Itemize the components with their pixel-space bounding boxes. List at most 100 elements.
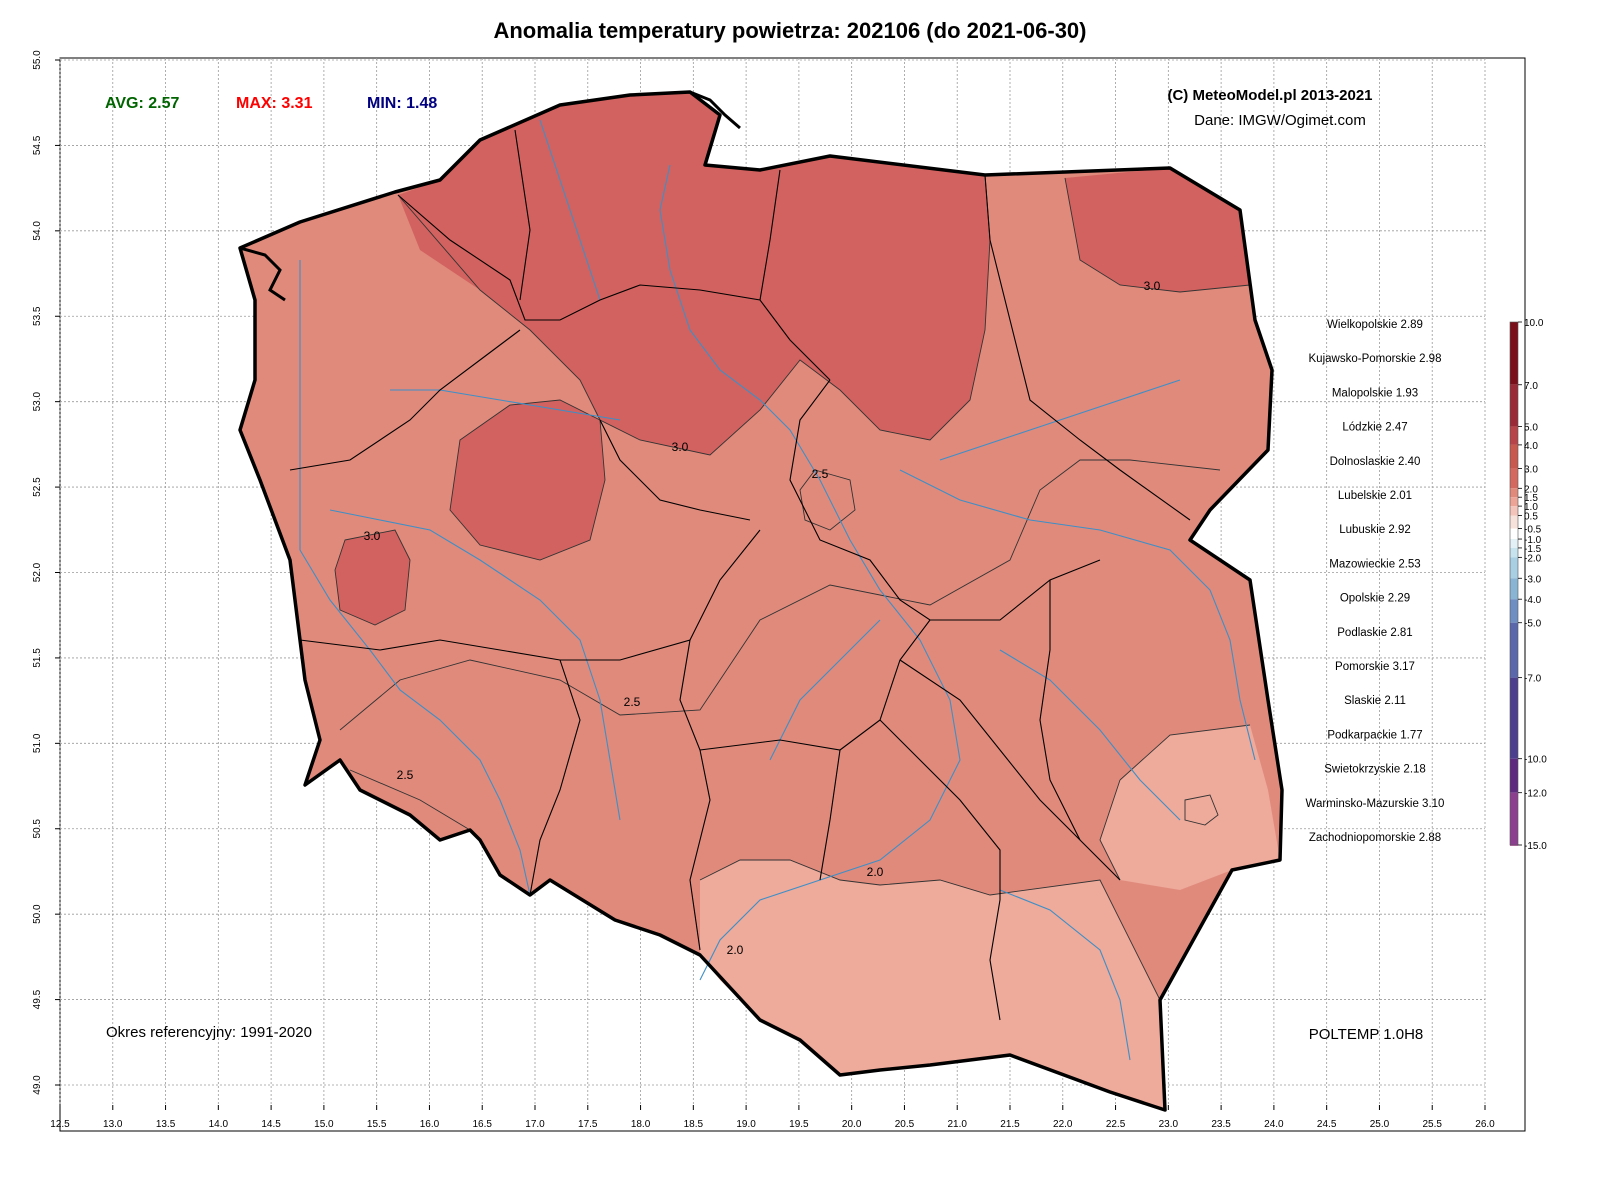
region-border: [289, 329, 521, 471]
region-value: Swietokrzyskie 2.18: [1324, 764, 1426, 776]
voivodeship-borders: [289, 129, 1191, 1021]
legend-label: -2.0: [1524, 553, 1542, 564]
avg-value: AVG: 2.57: [105, 95, 180, 112]
zone-below-2-southeast: [1100, 725, 1280, 890]
region-value: Slaskie 2.11: [1344, 695, 1406, 707]
contour-line: [1099, 779, 1121, 881]
legend-label: 5.0: [1524, 423, 1538, 434]
legend-label: -3.0: [1524, 574, 1542, 585]
x-tick-label: 15.0: [314, 1119, 334, 1130]
x-tick-label: 24.0: [1264, 1119, 1284, 1130]
contour-line: [339, 459, 1221, 731]
region-border: [899, 659, 1121, 881]
region-border: [879, 719, 1001, 1021]
x-tick-label: 25.5: [1422, 1119, 1442, 1130]
river-narew: [939, 379, 1181, 461]
contour-label: 2.0: [867, 865, 884, 879]
y-tick-label: 49.5: [32, 989, 43, 1009]
x-tick-label: 18.5: [684, 1119, 704, 1130]
contour-label: 2.5: [812, 467, 829, 481]
legend-swatch: [1510, 468, 1518, 489]
contour-label: 2.5: [397, 768, 414, 782]
legend-swatch: [1510, 599, 1518, 623]
river-warta: [329, 509, 621, 821]
anomaly-field: [240, 92, 1282, 1110]
x-tick-label: 14.0: [209, 1119, 229, 1130]
y-tick-label: 55.0: [32, 50, 43, 70]
legend-label: -0.5: [1524, 525, 1542, 536]
contour-label: 2.5: [624, 695, 641, 709]
region-border: [599, 419, 751, 521]
legend-label: -4.0: [1524, 595, 1542, 606]
legend-swatch: [1510, 497, 1518, 507]
region-value: Dolnoslaskie 2.40: [1330, 456, 1421, 468]
legend-label: 10.0: [1524, 318, 1544, 329]
contour-line: [334, 529, 411, 626]
legend-label: 1.0: [1524, 502, 1538, 513]
legend-label: -1.5: [1524, 544, 1542, 555]
region-border: [699, 619, 931, 751]
x-tick-label: 18.0: [631, 1119, 651, 1130]
region-value: Warminsko-Mazurskie 3.10: [1306, 798, 1445, 810]
region-values: Wielkopolskie 2.89 Kujawsko-Pomorskie 2.9…: [1306, 319, 1445, 844]
river-wieprz: [999, 649, 1181, 821]
zone-above-3-west-central: [450, 400, 605, 560]
x-tick-label: 16.5: [472, 1119, 492, 1130]
region-value: Mazowieckie 2.53: [1329, 558, 1420, 570]
y-tick-label: 54.5: [32, 135, 43, 155]
region-value: Lubuskie 2.92: [1339, 524, 1411, 536]
region-border: [984, 174, 1191, 521]
legend-label: 3.0: [1524, 464, 1538, 475]
x-tick-label: 15.5: [367, 1119, 387, 1130]
contour-label: 3.0: [364, 529, 381, 543]
legend-label: -15.0: [1524, 841, 1547, 852]
region-value: Opolskie 2.29: [1340, 593, 1410, 605]
river-oder: [299, 260, 531, 896]
river-bug: [899, 469, 1256, 761]
region-value: Wielkopolskie 2.89: [1327, 319, 1423, 331]
contour-line: [449, 399, 606, 561]
x-tick-label: 16.0: [420, 1119, 440, 1130]
zone-above-3-west: [335, 530, 410, 625]
data-source-text: Dane: IMGW/Ogimet.com: [1194, 112, 1366, 129]
x-tick-label: 13.0: [103, 1119, 123, 1130]
x-axis: 12.5 13.0 13.5 14.0 14.5 15.0 15.5 16.0 16.5 17.0…: [50, 1105, 1495, 1130]
legend-swatch: [1510, 622, 1518, 678]
legend-swatch: [1510, 426, 1518, 445]
river-pilica: [769, 619, 881, 761]
reference-period: Okres referencyjny: 1991-2020: [106, 1024, 312, 1041]
legend-label: 2.0: [1524, 484, 1538, 495]
region-value: Malopolskie 1.93: [1332, 387, 1418, 399]
copyright-text: (C) MeteoModel.pl 2013-2021: [1167, 87, 1372, 104]
poland-border: [238, 90, 1284, 1112]
y-axis: 49.0 49.5 50.0 50.5 51.0 51.5 52.0 52.5 53.0 53.5…: [32, 50, 60, 1095]
y-tick-label: 50.5: [32, 819, 43, 839]
legend-swatch: [1510, 506, 1518, 516]
x-tick-label: 13.5: [156, 1119, 176, 1130]
region-border: [529, 659, 581, 896]
region-value: Lubelskie 2.01: [1338, 490, 1412, 502]
y-tick-label: 53.0: [32, 391, 43, 411]
legend-frame: [1509, 321, 1519, 846]
legend-label: -5.0: [1524, 619, 1542, 630]
color-legend: 10.0 7.0 5.0 4.0 3.0 2.01.51.00.5 -0.5-1.0-1.5…: [1509, 318, 1547, 852]
x-tick-label: 20.0: [842, 1119, 862, 1130]
legend-swatch: [1510, 578, 1518, 600]
x-tick-label: 26.0: [1475, 1119, 1495, 1130]
y-tick-label: 51.0: [32, 733, 43, 753]
legend-swatch: [1510, 557, 1518, 579]
x-tick-label: 12.5: [50, 1119, 70, 1130]
legend-swatch: [1510, 547, 1518, 558]
region-value: Pomorskie 3.17: [1335, 661, 1415, 673]
x-tick-label: 14.5: [261, 1119, 281, 1130]
region-value: Podlaskie 2.81: [1337, 627, 1412, 639]
x-tick-label: 22.0: [1053, 1119, 1073, 1130]
region-value: Zachodniopomorskie 2.88: [1309, 832, 1441, 844]
chart-title: Anomalia temperatury powietrza: 202106 (…: [493, 18, 1086, 43]
region-border: [819, 749, 841, 881]
legend-swatch: [1510, 758, 1518, 793]
legend-swatch: [1510, 845, 1518, 846]
y-tick-label: 50.0: [32, 904, 43, 924]
x-tick-label: 17.5: [578, 1119, 598, 1130]
legend-swatch: [1510, 384, 1518, 427]
